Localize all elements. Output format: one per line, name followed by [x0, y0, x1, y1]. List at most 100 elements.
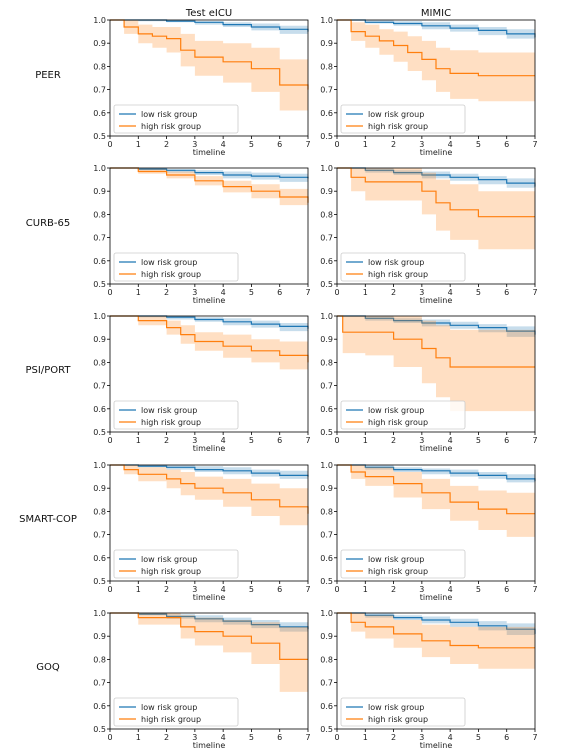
legend-label-low-risk-group-curb-65-mimic: low risk group: [368, 258, 424, 267]
y-tick-label-goq-mimic: 0.9: [320, 632, 333, 641]
x-tick-label-smart-cop-test-eicu: 5: [249, 585, 254, 594]
y-tick-label-peer-test-eicu: 0.5: [93, 132, 106, 141]
km-line-high-risk-group-smart-cop-test-eicu: [110, 464, 309, 514]
plot-frame-goq-mimic: [336, 612, 536, 730]
x-tick-label-curb-65-test-eicu: 6: [277, 288, 282, 297]
legend-label-high-risk-group-goq-mimic: high risk group: [368, 715, 428, 724]
x-tick-label-curb-65-test-eicu: 2: [164, 288, 169, 297]
km-line-low-risk-group-smart-cop-test-eicu: [110, 464, 309, 477]
legend-box-goq-test-eicu: [113, 697, 239, 727]
x-tick-label-goq-mimic: 6: [504, 733, 509, 742]
x-tick-label-goq-test-eicu: 3: [192, 733, 197, 742]
x-tick-label-peer-test-eicu: 3: [192, 140, 197, 149]
km-line-low-risk-group-goq-test-eicu: [110, 612, 309, 630]
plot-frame-psi-port-test-eicu: [109, 315, 309, 433]
legend-label-high-risk-group-curb-65-test-eicu: high risk group: [141, 270, 201, 279]
x-tick-label-peer-test-eicu: 1: [136, 140, 141, 149]
x-axis-label-curb-65-mimic: timeline: [420, 296, 453, 305]
y-tick-label-goq-mimic: 0.8: [320, 655, 333, 664]
km-line-high-risk-group-peer-test-eicu: [110, 19, 309, 90]
legend-label-low-risk-group-smart-cop-test-eicu: low risk group: [141, 555, 197, 564]
x-tick-label-goq-mimic: 2: [391, 733, 396, 742]
y-tick-label-smart-cop-mimic: 0.5: [320, 577, 333, 586]
y-tick-label-smart-cop-mimic: 0.7: [320, 531, 333, 540]
y-tick-label-peer-mimic: 0.6: [320, 109, 333, 118]
y-tick-label-smart-cop-mimic: 1.0: [320, 461, 333, 470]
legend-label-high-risk-group-smart-cop-mimic: high risk group: [368, 567, 428, 576]
column-title-mimic: MIMIC: [421, 8, 451, 19]
plot-frame-goq-test-eicu: [109, 612, 309, 730]
legend-label-high-risk-group-curb-65-mimic: high risk group: [368, 270, 428, 279]
x-tick-label-goq-mimic: 1: [363, 733, 368, 742]
row-label-curb-65: CURB-65: [26, 218, 70, 229]
y-tick-label-psi-port-mimic: 0.9: [320, 335, 333, 344]
x-tick-label-curb-65-mimic: 5: [476, 288, 481, 297]
x-tick-label-psi-port-test-eicu: 0: [107, 436, 112, 445]
legend-box-peer-mimic: [340, 104, 466, 134]
x-axis-label-psi-port-test-eicu: timeline: [193, 444, 226, 453]
row-label-peer: PEER: [35, 70, 61, 81]
x-tick-label-psi-port-test-eicu: 4: [221, 436, 226, 445]
ci-band-low-risk-group-peer-test-eicu: [110, 20, 308, 37]
x-tick-label-peer-test-eicu: 4: [221, 140, 226, 149]
x-tick-label-curb-65-mimic: 4: [448, 288, 453, 297]
legend-label-high-risk-group-psi-port-test-eicu: high risk group: [141, 418, 201, 427]
legend-goq-mimic: low risk group high risk group: [340, 697, 466, 727]
x-tick-label-psi-port-test-eicu: 2: [164, 436, 169, 445]
legend-label-low-risk-group-peer-mimic: low risk group: [368, 110, 424, 119]
y-tick-label-psi-port-test-eicu: 0.7: [93, 382, 106, 391]
x-tick-label-goq-test-eicu: 2: [164, 733, 169, 742]
km-line-high-risk-group-curb-65-test-eicu: [110, 167, 309, 203]
x-tick-label-smart-cop-mimic: 4: [448, 585, 453, 594]
y-tick-label-psi-port-mimic: 0.8: [320, 358, 333, 367]
y-tick-label-smart-cop-test-eicu: 1.0: [93, 461, 106, 470]
y-tick-label-smart-cop-test-eicu: 0.9: [93, 484, 106, 493]
x-tick-label-peer-mimic: 2: [391, 140, 396, 149]
x-axis-label-smart-cop-mimic: timeline: [420, 593, 453, 602]
legend-label-high-risk-group-smart-cop-test-eicu: high risk group: [141, 567, 201, 576]
y-tick-label-curb-65-mimic: 0.9: [320, 187, 333, 196]
ci-band-low-risk-group-curb-65-test-eicu: [110, 168, 308, 184]
km-line-high-risk-group-curb-65-mimic: [337, 167, 535, 218]
km-panel-peer-mimic: 0.5 0.6 0.7 0.8 0.9 1.0 0 1 2 3 4 5 6 7 timeline low ri…: [320, 16, 537, 157]
y-tick-label-goq-test-eicu: 0.9: [93, 632, 106, 641]
y-tick-label-goq-test-eicu: 1.0: [93, 609, 106, 618]
y-tick-label-peer-test-eicu: 0.8: [93, 62, 106, 71]
x-tick-label-smart-cop-test-eicu: 3: [192, 585, 197, 594]
x-tick-label-psi-port-mimic: 0: [334, 436, 339, 445]
y-tick-label-smart-cop-test-eicu: 0.8: [93, 507, 106, 516]
y-tick-label-smart-cop-mimic: 0.9: [320, 484, 333, 493]
y-tick-label-smart-cop-mimic: 0.8: [320, 507, 333, 516]
km-line-high-risk-group-psi-port-test-eicu: [110, 315, 309, 363]
x-tick-label-curb-65-test-eicu: 4: [221, 288, 226, 297]
y-tick-label-curb-65-test-eicu: 0.6: [93, 257, 106, 266]
y-tick-label-peer-mimic: 0.5: [320, 132, 333, 141]
legend-psi-port-mimic: low risk group high risk group: [340, 400, 466, 430]
x-tick-label-psi-port-test-eicu: 1: [136, 436, 141, 445]
x-tick-label-curb-65-test-eicu: 1: [136, 288, 141, 297]
ci-band-high-risk-group-smart-cop-test-eicu: [110, 465, 308, 535]
km-line-high-risk-group-smart-cop-mimic: [337, 464, 535, 515]
x-tick-label-peer-mimic: 6: [504, 140, 509, 149]
km-line-high-risk-group-goq-test-eicu: [110, 612, 308, 660]
legend-label-high-risk-group-peer-mimic: high risk group: [368, 122, 428, 131]
y-tick-label-curb-65-mimic: 0.5: [320, 280, 333, 289]
legend-box-peer-test-eicu: [113, 104, 239, 134]
x-axis-label-curb-65-test-eicu: timeline: [193, 296, 226, 305]
x-tick-label-goq-mimic: 5: [476, 733, 481, 742]
x-tick-label-curb-65-test-eicu: 0: [107, 288, 112, 297]
y-tick-label-goq-mimic: 0.7: [320, 679, 333, 688]
legend-box-smart-cop-mimic: [340, 549, 466, 579]
x-tick-label-smart-cop-mimic: 7: [532, 585, 537, 594]
km-panel-smart-cop-test-eicu: 0.5 0.6 0.7 0.8 0.9 1.0 0 1 2 3 4 5 6 7 timeline low ri…: [93, 461, 310, 602]
y-tick-label-peer-mimic: 1.0: [320, 16, 333, 25]
ci-band-low-risk-group-goq-mimic: [337, 613, 535, 641]
y-tick-label-smart-cop-mimic: 0.6: [320, 554, 333, 563]
km-panel-psi-port-test-eicu: 0.5 0.6 0.7 0.8 0.9 1.0 0 1 2 3 4 5 6 7 timeline low ri…: [93, 312, 310, 453]
legend-psi-port-test-eicu: low risk group high risk group: [113, 400, 239, 430]
x-tick-label-psi-port-mimic: 4: [448, 436, 453, 445]
x-tick-label-psi-port-test-eicu: 5: [249, 436, 254, 445]
x-tick-label-goq-test-eicu: 0: [107, 733, 112, 742]
legend-label-low-risk-group-goq-test-eicu: low risk group: [141, 703, 197, 712]
